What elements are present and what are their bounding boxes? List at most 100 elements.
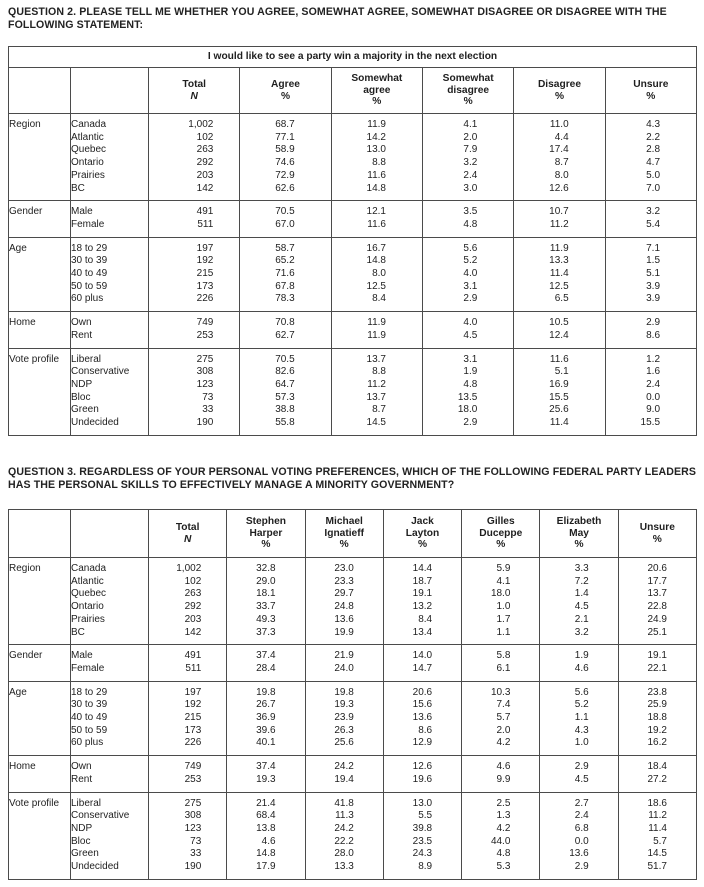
cell-value: 14.4 — [412, 563, 433, 574]
cell-value: 511 — [185, 662, 202, 674]
section-vote-profile: Vote profile Liberal Conservative NDP Bloc Gr… — [8, 791, 697, 880]
cell-value: 70.8 — [275, 317, 295, 329]
cell-value: 25.9 — [647, 699, 667, 711]
group-label-cell: Region — [8, 112, 71, 202]
cell-value: 11.4 — [549, 417, 569, 429]
cell-value: 40.1 — [256, 737, 276, 749]
data-column-cell: 3.3 7.2 1.4 4.5 2.1 3.2 — [539, 556, 619, 646]
section-gender: Gender Male Female 491 511 70.5 67.0 12.1 11.6 3.… — [8, 200, 698, 238]
category-label: Canada — [71, 563, 107, 574]
category-cell: Own Rent — [70, 755, 149, 793]
group-label-cell: Age — [8, 680, 71, 757]
category-cell: 18 to 29 30 to 39 40 to 49 50 to 59 60 plus — [70, 236, 149, 313]
table-body: Region Canada Atlantic Quebec Ontario Prairie… — [8, 556, 697, 880]
cell-value: 491 — [196, 206, 214, 218]
category-label: Canada — [71, 119, 107, 130]
category-label: Liberal — [71, 353, 102, 365]
cell-value: 29.7 — [334, 588, 354, 600]
cell-value: 308 — [184, 810, 202, 822]
data-column-cell: 41.8 11.3 24.2 22.2 28.0 13.3 — [304, 791, 384, 880]
category-label: Green — [71, 848, 99, 860]
cell-value: 77.1 — [275, 131, 295, 143]
column-header-row: Total N Agree% Somewhat agree% Somewhat disagr… — [8, 67, 698, 114]
cell-value: 37.4 — [256, 650, 276, 662]
section-age: Age 18 to 29 30 to 39 40 to 49 50 to 59 60 pl… — [8, 680, 697, 757]
cell-value: 23.8 — [647, 686, 667, 698]
cell-value: 8.6 — [646, 329, 661, 341]
data-column-cell: 3.5 4.8 — [421, 200, 515, 238]
cell-value: 8.6 — [418, 724, 433, 736]
cell-value: 5.8 — [496, 650, 511, 662]
cell-value: 19.1 — [647, 650, 667, 662]
data-column-cell: 37.4 19.3 — [226, 755, 306, 793]
category-label: NDP — [71, 378, 93, 390]
cell-value: 3.9 — [646, 293, 661, 305]
category-label: Rent — [71, 773, 93, 785]
category-label: 30 to 39 — [71, 699, 108, 711]
cell-value: 39.8 — [412, 822, 433, 834]
column-header-row: Total N Stephen Harper% Michael Ignatieff% Jac… — [8, 509, 697, 558]
group-label-cell: Region — [8, 556, 71, 646]
cell-value: 5.4 — [646, 218, 661, 230]
data-column-cell: 19.8 26.7 36.9 39.6 40.1 — [226, 680, 306, 757]
data-column-cell: 3.1 1.9 4.8 13.5 18.0 2.9 — [421, 347, 515, 436]
group-label-cell: Gender — [8, 644, 71, 682]
cell-value: 5.2 — [574, 699, 589, 711]
cell-value: 11.6 — [367, 218, 386, 230]
data-column-cell: 10.3 7.4 5.7 2.0 4.2 — [461, 680, 541, 757]
cell-value: 62.7 — [275, 329, 295, 341]
corner-cell — [70, 509, 149, 558]
cell-value: 33.7 — [256, 601, 276, 613]
cell-value: 8.7 — [372, 404, 386, 416]
group-label-cell: Home — [8, 755, 71, 793]
column-header: Total N — [147, 509, 228, 558]
cell-value: 20.6 — [647, 563, 667, 574]
cell-value: 72.9 — [275, 169, 295, 181]
group-label-cell: Vote profile — [8, 791, 71, 880]
cell-value: 24.3 — [412, 848, 433, 860]
cell-value: 8.8 — [372, 366, 386, 378]
cell-value: 4.6 — [574, 662, 589, 674]
cell-value: 7.1 — [646, 242, 661, 254]
cell-value: 8.0 — [372, 268, 386, 280]
data-column-cell: 5.8 6.1 — [461, 644, 541, 682]
column-header: Somewhat disagree% — [421, 67, 515, 114]
cell-value: 67.0 — [275, 218, 295, 230]
cell-value: 5.7 — [653, 835, 667, 847]
cell-value: 7.0 — [646, 182, 661, 194]
cell-value: 11.6 — [367, 169, 386, 181]
cell-value: 203 — [184, 613, 202, 625]
cell-value: 4.2 — [496, 737, 511, 749]
data-column-cell: 37.4 28.4 — [226, 644, 306, 682]
cell-value: 11.9 — [367, 119, 386, 130]
cell-value: 68.7 — [275, 119, 295, 130]
data-column-cell: 1.9 4.6 — [539, 644, 619, 682]
cell-value: 6.1 — [496, 662, 511, 674]
data-column-cell: 23.0 23.3 29.7 24.8 13.6 19.9 — [304, 556, 384, 646]
cell-value: 2.0 — [463, 131, 478, 143]
data-column-cell: 13.0 5.5 39.8 23.5 24.3 8.9 — [382, 791, 463, 880]
cell-value: 64.7 — [275, 378, 295, 390]
category-label: 60 plus — [71, 293, 104, 305]
cell-value: 25.6 — [334, 737, 354, 749]
cell-value: 14.8 — [366, 182, 386, 194]
data-column-cell: 1.2 1.6 2.4 0.0 9.0 15.5 — [604, 347, 698, 436]
cell-value: 15.6 — [412, 699, 433, 711]
cell-value: 17.7 — [647, 575, 667, 587]
group-label: Region — [9, 563, 41, 574]
cell-value: 215 — [184, 712, 202, 724]
cell-value: 26.3 — [334, 724, 354, 736]
cell-value: 192 — [196, 255, 214, 267]
cell-value: 13.3 — [549, 255, 569, 267]
cell-value: 78.3 — [275, 293, 295, 305]
cell-value: 2.7 — [574, 797, 589, 809]
data-column-cell: 197 192 215 173 226 — [147, 236, 241, 313]
category-cell: Canada Atlantic Quebec Ontario Prairies BC — [70, 112, 149, 202]
cell-value: 67.8 — [275, 280, 295, 292]
cell-value: 26.7 — [256, 699, 276, 711]
cell-value: 4.1 — [463, 119, 478, 130]
data-column-cell: 24.2 19.4 — [304, 755, 384, 793]
cell-value: 5.9 — [496, 563, 511, 574]
cell-value: 123 — [184, 822, 202, 834]
cell-value: 12.5 — [366, 280, 386, 292]
